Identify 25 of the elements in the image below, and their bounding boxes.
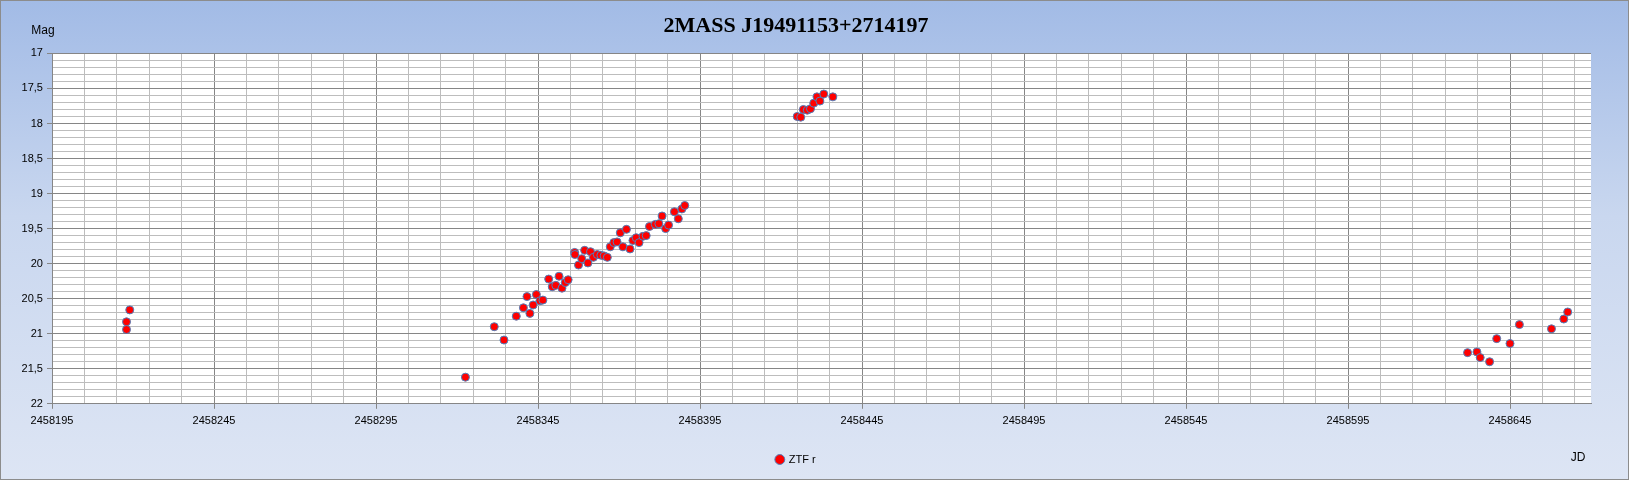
x-tick-label: 2458445 [840,414,884,427]
legend-label: ZTF r [788,452,817,465]
x-tick-label: 2458595 [1326,414,1370,427]
x-tick-label: 2458395 [678,414,722,427]
y-tick-label: 17 [30,46,43,59]
y-tick-label: 21,5 [21,361,43,374]
y-tick-label: 21 [30,326,43,339]
x-tick-label: 2458545 [1164,414,1208,427]
x-tick-label: 2458495 [1002,414,1046,427]
y-tick-label: 17,5 [21,81,43,94]
y-tick-label: 18,5 [21,151,43,164]
x-tick-label: 2458195 [30,414,74,427]
x-tick-label: 2458245 [192,414,236,427]
y-tick-label: 20 [30,256,43,269]
y-axis-title: Mag [31,23,55,38]
x-tick-label: 2458295 [354,414,398,427]
y-tick-label: 22 [30,396,43,409]
x-tick-label: 2458645 [1488,414,1532,427]
y-tick-label: 18 [30,116,43,129]
y-tick-label: 20,5 [21,291,43,304]
chart-title: 2MASS J19491153+2714197 [663,11,929,37]
y-tick-label: 19,5 [21,221,43,234]
x-axis-title: JD [1570,450,1586,465]
y-tick-label: 19 [30,186,43,199]
x-tick-label: 2458345 [516,414,560,427]
